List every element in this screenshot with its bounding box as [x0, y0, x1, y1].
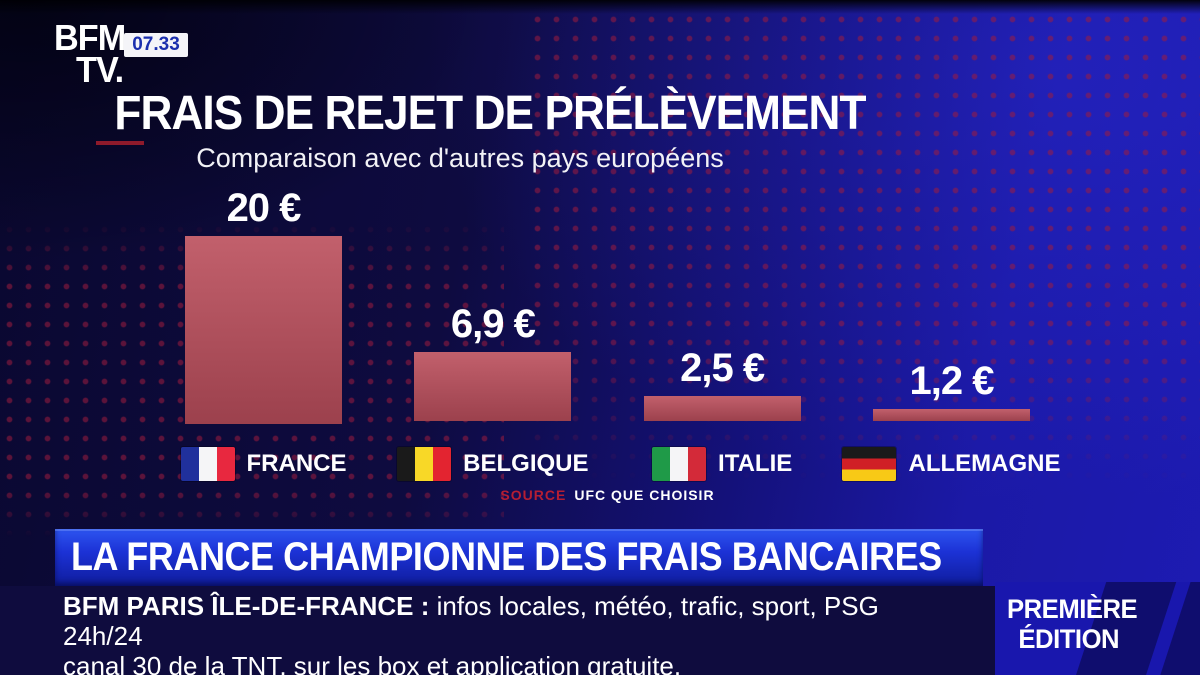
headline-text: LA FRANCE CHAMPIONNE DES FRAIS BANCAIRES: [71, 535, 942, 579]
title-underline: [96, 141, 144, 145]
program-badge: PREMIÈRE ÉDITION: [995, 582, 1200, 675]
source-label: SOURCE: [500, 487, 567, 503]
clock-badge: 07.33: [124, 33, 188, 57]
bar-value-label: 2,5 €: [680, 346, 765, 390]
ticker-line2: canal 30 de la TNT, sur les box et appli…: [63, 651, 682, 675]
country-legend: ALLEMAGNE: [842, 421, 1060, 481]
logo-text-tv: TV.: [76, 48, 124, 90]
ticker-line1-rest: infos locales, météo, trafic, sport, PSG…: [63, 591, 879, 651]
chart-column: 20 € FRANCE: [180, 186, 347, 481]
headline-banner: LA FRANCE CHAMPIONNE DES FRAIS BANCAIRES: [55, 529, 983, 586]
country-name: BELGIQUE: [463, 450, 589, 477]
chart-column: 2,5 € ITALIE: [643, 186, 801, 481]
logo-text-bfm: BFM: [54, 17, 126, 58]
chart-title: FRAIS DE REJET DE PRÉLÈVEMENT: [114, 87, 866, 140]
program-name: PREMIÈRE ÉDITION: [1007, 594, 1138, 654]
bar-chart: 20 € FRANCE 6,9 € BELGIQUE 2,5 € ITALIE …: [180, 186, 1060, 481]
bfm-tv-logo: BFM TV.: [54, 17, 129, 90]
country-legend: FRANCE: [180, 424, 347, 481]
ticker-line1: BFM PARIS ÎLE-DE-FRANCE : infos locales,…: [63, 591, 963, 651]
flag-belgique-icon: [397, 447, 452, 481]
flag-allemagne-icon: [842, 447, 897, 481]
program-line1: PREMIÈRE: [1007, 594, 1138, 624]
bar: [643, 396, 801, 421]
country-name: ALLEMAGNE: [908, 450, 1061, 477]
bar-value-label: 20 €: [226, 186, 302, 230]
country-legend: ITALIE: [652, 421, 792, 481]
ticker-text: BFM PARIS ÎLE-DE-FRANCE : infos locales,…: [63, 591, 963, 675]
bar: [872, 409, 1030, 421]
program-line2: ÉDITION: [1018, 624, 1120, 654]
source-value: UFC QUE CHOISIR: [574, 487, 715, 503]
bar-value-label: 1,2 €: [909, 359, 995, 403]
chart-column: 6,9 € BELGIQUE: [397, 186, 589, 481]
flag-france-icon: [180, 447, 235, 481]
clock-time: 07.33: [132, 34, 180, 55]
country-legend: BELGIQUE: [397, 421, 589, 481]
bar-value-label: 6,9 €: [450, 302, 536, 346]
flag-italie-icon: [652, 447, 707, 481]
bar: [414, 352, 572, 421]
country-name: ITALIE: [718, 450, 793, 477]
bar: [185, 236, 342, 425]
ticker-bold: BFM PARIS ÎLE-DE-FRANCE :: [63, 591, 430, 621]
chart-subtitle: Comparaison avec d'autres pays européens: [196, 143, 724, 173]
chart-column: 1,2 € ALLEMAGNE: [842, 186, 1060, 481]
country-name: FRANCE: [246, 450, 347, 477]
source-line: SOURCE UFC QUE CHOISIR: [185, 487, 1030, 503]
